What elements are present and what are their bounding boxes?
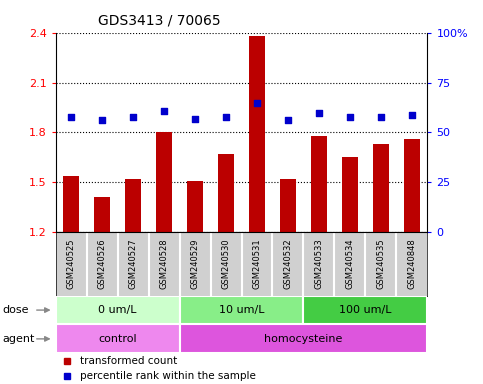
Bar xyxy=(94,197,110,232)
Bar xyxy=(280,179,296,232)
Bar xyxy=(63,176,79,232)
Point xyxy=(67,113,75,119)
Text: transformed count: transformed count xyxy=(80,356,177,366)
Text: GSM240532: GSM240532 xyxy=(284,239,293,289)
Bar xyxy=(180,296,303,324)
Bar xyxy=(156,132,172,232)
Bar xyxy=(404,139,420,232)
Text: GSM240533: GSM240533 xyxy=(314,238,324,290)
Point xyxy=(160,108,168,114)
Text: 10 um/L: 10 um/L xyxy=(219,305,264,315)
Text: 0 um/L: 0 um/L xyxy=(98,305,137,315)
Point xyxy=(222,113,230,119)
Text: GSM240526: GSM240526 xyxy=(98,239,107,289)
Bar xyxy=(249,36,265,232)
Text: GDS3413 / 70065: GDS3413 / 70065 xyxy=(98,13,221,27)
Bar xyxy=(311,136,327,232)
Bar xyxy=(218,154,234,232)
Point xyxy=(191,116,199,122)
Bar xyxy=(180,324,427,353)
Point xyxy=(346,113,354,119)
Text: GSM240527: GSM240527 xyxy=(128,239,138,289)
Text: agent: agent xyxy=(2,334,35,344)
Text: GSM240534: GSM240534 xyxy=(345,239,355,289)
Point xyxy=(284,118,292,124)
Text: homocysteine: homocysteine xyxy=(264,334,342,344)
Text: dose: dose xyxy=(2,305,29,315)
Bar xyxy=(303,296,427,324)
Point xyxy=(129,113,137,119)
Point xyxy=(98,118,106,124)
Point xyxy=(315,109,323,116)
Text: 100 um/L: 100 um/L xyxy=(339,305,392,315)
Text: GSM240528: GSM240528 xyxy=(159,239,169,289)
Text: GSM240535: GSM240535 xyxy=(376,239,385,289)
Text: GSM240529: GSM240529 xyxy=(190,239,199,289)
Text: GSM240525: GSM240525 xyxy=(67,239,75,289)
Bar xyxy=(342,157,358,232)
Text: GSM240530: GSM240530 xyxy=(222,239,230,289)
Text: GSM240531: GSM240531 xyxy=(253,239,261,289)
Text: GSM240848: GSM240848 xyxy=(408,238,416,290)
Text: control: control xyxy=(98,334,137,344)
Point xyxy=(408,111,416,118)
Point xyxy=(253,99,261,106)
Text: percentile rank within the sample: percentile rank within the sample xyxy=(80,371,256,381)
Bar xyxy=(56,324,180,353)
Bar xyxy=(125,179,141,232)
Bar xyxy=(187,181,203,232)
Bar xyxy=(56,296,180,324)
Bar xyxy=(373,144,389,232)
Point xyxy=(377,113,385,119)
